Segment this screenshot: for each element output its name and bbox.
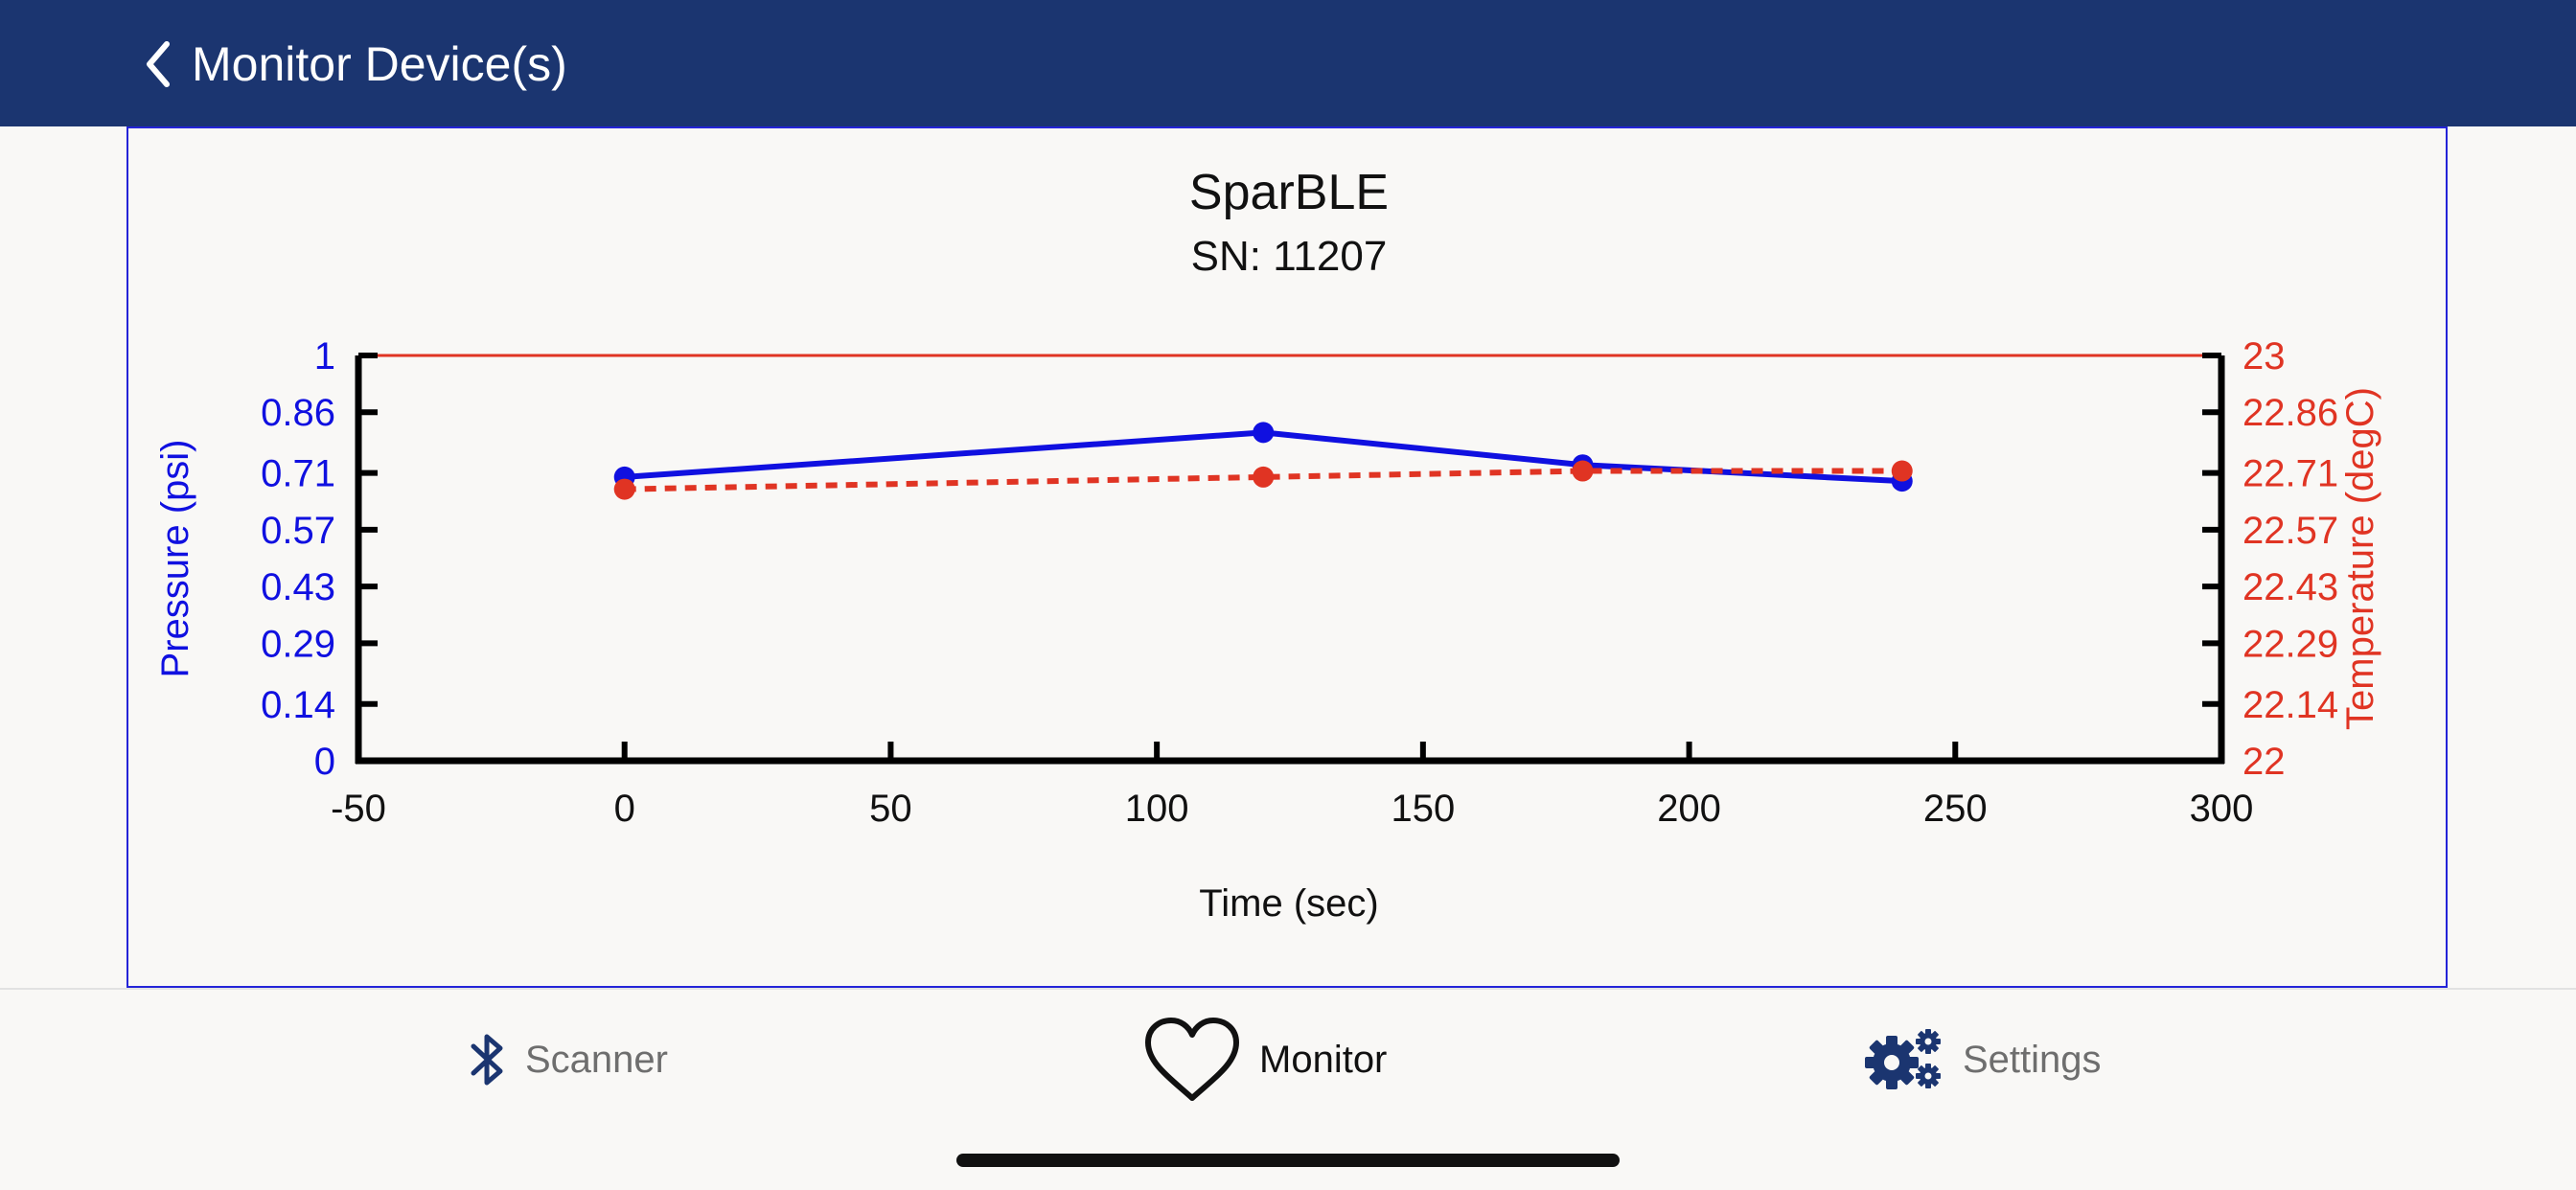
y-left-tick-label: 0.71	[261, 453, 335, 495]
y-right-tick-label: 22	[2242, 741, 2286, 783]
back-button[interactable]: Monitor Device(s)	[144, 29, 567, 100]
x-axis-label: Time (sec)	[1199, 882, 1378, 925]
y-left-axis-label: Pressure (psi)	[154, 440, 196, 678]
y-left-tick-label: 0.43	[261, 566, 335, 608]
tab-settings[interactable]: Settings	[1863, 1016, 2102, 1104]
y-left-tick-label: 0.14	[261, 684, 335, 726]
tab-monitor[interactable]: Monitor	[1142, 1016, 1387, 1104]
y-left-tick-label: 1	[314, 335, 335, 378]
chart-panel: SparBLE SN: 11207 -50 0 50 100 150 200 250 300 0 0.…	[126, 126, 2448, 988]
chart-title: SparBLE	[1189, 165, 1389, 220]
temperature-data-point	[1572, 460, 1594, 482]
y-right-axis-label: Temperature (degC)	[2339, 387, 2381, 730]
nav-title: Monitor Device(s)	[192, 37, 567, 91]
x-tick-label: 200	[1657, 788, 1721, 830]
pressure-temperature-chart: SparBLE SN: 11207 -50 0 50 100 150 200 250 300 0 0.…	[154, 165, 2381, 925]
y-left-tick-label: 0.29	[261, 623, 335, 665]
home-indicator	[956, 1154, 1620, 1167]
x-tick-label: 150	[1391, 788, 1455, 830]
tab-label-scanner: Scanner	[525, 1038, 668, 1081]
top-nav-bar: Monitor Device(s)	[0, 0, 2576, 126]
y-right-tick-label: 22.14	[2242, 684, 2338, 726]
temperature-series-line	[624, 468, 1902, 492]
tab-bar-divider	[0, 988, 2576, 990]
x-tick-label: 0	[614, 788, 635, 830]
x-tick-label: 250	[1923, 788, 1988, 830]
tab-label-settings: Settings	[1963, 1038, 2102, 1081]
bluetooth-icon	[471, 1034, 503, 1086]
heart-icon	[1145, 1018, 1239, 1101]
temperature-data-point	[1253, 466, 1275, 488]
y-right-tick-label: 22.57	[2242, 510, 2338, 552]
temperature-data-point	[1891, 460, 1913, 482]
pressure-data-point	[1253, 422, 1275, 444]
gears-icon	[1865, 1029, 1941, 1089]
y-right-tick-label: 22.43	[2242, 566, 2338, 608]
tab-scanner[interactable]: Scanner	[466, 1016, 668, 1104]
x-tick-label: -50	[331, 788, 386, 830]
x-tick-label: 100	[1125, 788, 1189, 830]
y-right-tick-label: 22.71	[2242, 453, 2338, 495]
x-tick-label: 300	[2190, 788, 2254, 830]
y-left-tick-label: 0.86	[261, 392, 335, 434]
y-right-tick-label: 23	[2242, 335, 2286, 378]
chart-subtitle: SN: 11207	[1191, 233, 1388, 280]
chevron-left-icon	[147, 41, 170, 87]
y-left-tick-label: 0.57	[261, 510, 335, 552]
tab-label-monitor: Monitor	[1259, 1038, 1388, 1081]
y-right-tick-label: 22.86	[2242, 392, 2338, 434]
temperature-data-point	[613, 478, 635, 500]
y-right-tick-label: 22.29	[2242, 623, 2338, 665]
y-left-tick-label: 0	[314, 741, 335, 783]
x-tick-label: 50	[869, 788, 912, 830]
